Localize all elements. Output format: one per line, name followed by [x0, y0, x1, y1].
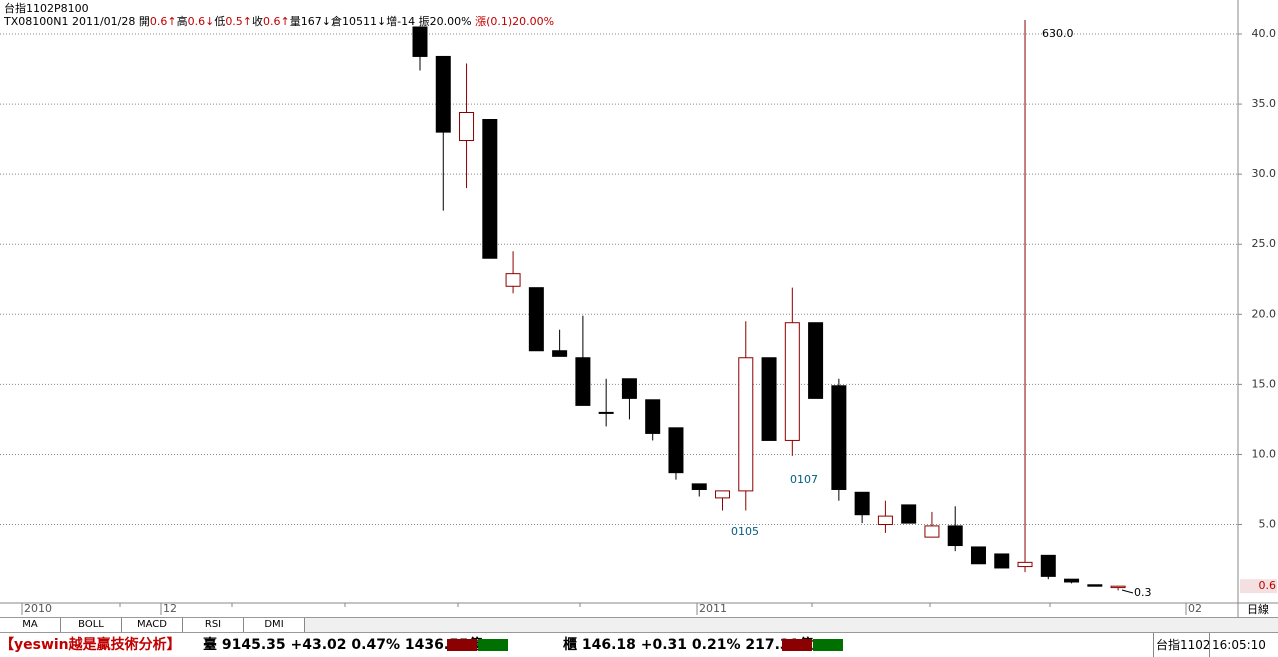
twse-index: 臺 9145.35 +43.02 0.47% 1436.55億 [203, 637, 483, 653]
quote-part: TX08100N1 2011/01/28 [4, 15, 139, 28]
candle-body [598, 411, 614, 414]
quote-part: 倉10511↓ [330, 15, 387, 28]
quote-part: 振20.00% [418, 15, 476, 28]
symbol-title: 台指1102P8100 [4, 2, 89, 15]
candle-body [901, 504, 917, 524]
quote-part: 0.6↓ [187, 15, 215, 28]
candle-body [621, 378, 637, 399]
breadth-bar [478, 639, 508, 651]
breadth-bar [447, 639, 477, 651]
quote-part: 漲(0.1)20.00% [475, 15, 555, 28]
x-tick-label: 12 [163, 602, 177, 615]
x-tick-label: 2011 [699, 602, 727, 615]
symbol: 台指1102 [1153, 633, 1211, 657]
candle-body [459, 111, 475, 142]
x-tick-label: 2010 [24, 602, 52, 615]
candle-body [924, 525, 940, 538]
indicator-tabs: MA BOLL MACD RSI DMI [0, 617, 1278, 633]
candle-body [970, 546, 986, 565]
candle-body [994, 553, 1010, 569]
y-tick-label: 30.0 [1252, 167, 1277, 180]
candle-body [1040, 554, 1056, 577]
otc-index: 櫃 146.18 +0.31 0.21% 217.31億 [563, 637, 814, 653]
candle-body [575, 357, 591, 406]
candle-body [1087, 584, 1103, 587]
y-tick-label: 5.0 [1259, 518, 1277, 531]
candle-body [831, 385, 847, 490]
chart: 5.0 10.0 15.0 20.0 25.0 30.0 35.0 40.0 0.6 0105 01… [0, 0, 1278, 617]
candle-body [691, 483, 707, 490]
indicator-tab[interactable]: MA [0, 618, 61, 632]
candle-body [1110, 585, 1126, 589]
period-label: 日線 [1247, 602, 1269, 616]
candle-body [947, 525, 963, 547]
candle-body [738, 357, 754, 492]
clock: 16:05:10 [1209, 633, 1266, 657]
annotation-leader [1121, 589, 1134, 594]
breadth-bar [813, 639, 843, 651]
quote-part: 0.6↑ [263, 15, 290, 28]
y-tick-label: 20.0 [1252, 307, 1277, 320]
last-value-bg [1240, 579, 1277, 594]
indicator-tab[interactable]: BOLL [61, 618, 122, 632]
candle-body [412, 26, 428, 57]
y-tick-label: 25.0 [1252, 237, 1277, 250]
quote-part: 量167↓ [289, 15, 331, 28]
candle-body [645, 399, 661, 434]
candle-body [854, 491, 870, 516]
candle-body [715, 490, 731, 499]
quote-part: 收 [252, 15, 264, 28]
annotation: 0107 [790, 473, 818, 486]
candle-body [877, 515, 893, 526]
quote-part: 高 [176, 15, 188, 28]
candle-body [528, 287, 544, 352]
quote-part: 低 [214, 15, 226, 28]
indicator-tab[interactable]: RSI [183, 618, 244, 632]
annotation: 0.3 [1134, 586, 1152, 599]
candle-body [784, 322, 800, 441]
quote-part: 0.6↑ [149, 15, 177, 28]
y-tick-label: 15.0 [1252, 377, 1277, 390]
quote-part: 0.5↑ [225, 15, 253, 28]
annotation: 0105 [731, 525, 759, 538]
last-value-label: 0.6 [1259, 579, 1277, 592]
y-tick-label: 40.0 [1252, 27, 1277, 40]
annotation: 630.0 [1042, 27, 1074, 40]
candle-body [1064, 578, 1080, 583]
candle-body [505, 273, 521, 287]
indicator-tab[interactable]: DMI [244, 618, 305, 632]
candle-body [552, 350, 568, 357]
breadth-bar [782, 639, 812, 651]
candle-body [1017, 561, 1033, 568]
candle-body [808, 322, 824, 399]
x-tick-label: 02 [1188, 602, 1202, 615]
status-bar: 【yeswin越是贏技術分析】 臺 9145.35 +43.02 0.47% 14… [0, 633, 1278, 657]
plot [0, 20, 1238, 591]
candle-body [482, 119, 498, 259]
quote-part: 開 [138, 15, 150, 28]
quote-part: 增-14 [386, 15, 419, 28]
indicator-tab[interactable]: MACD [122, 618, 183, 632]
brand: 【yeswin越是贏技術分析】 [0, 637, 181, 653]
candle-body [668, 427, 684, 474]
y-tick-label: 10.0 [1252, 447, 1277, 460]
candle-body [761, 357, 777, 441]
y-tick-label: 35.0 [1252, 97, 1277, 110]
candle-body [435, 55, 451, 133]
quote-line: TX08100N1 2011/01/28 開0.6↑高0.6↓低0.5↑收0.6… [4, 15, 554, 28]
